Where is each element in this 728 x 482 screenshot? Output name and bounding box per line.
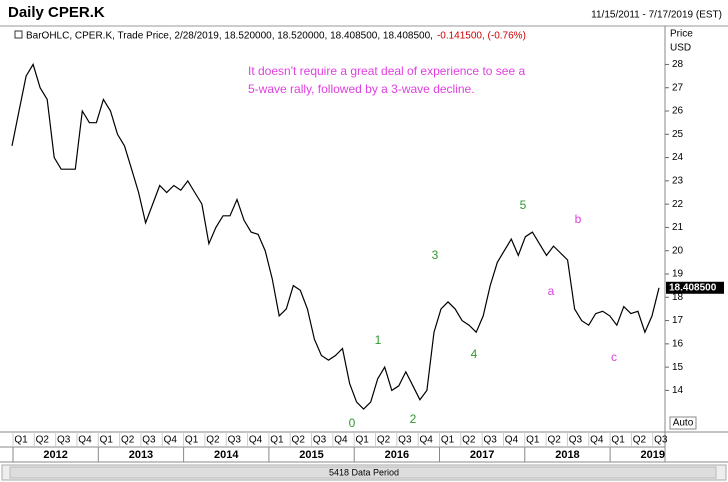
x-tick-label: Q2: [633, 435, 647, 446]
wave-labels: 0 1 2 3 4 5 a b c: [349, 198, 617, 430]
x-tick-label: Q1: [611, 435, 625, 446]
x-tick-label: Q3: [228, 435, 242, 446]
year-label: 2019: [641, 449, 665, 461]
chart-title: Daily CPER.K: [8, 4, 105, 21]
x-tick-label: Q2: [377, 435, 391, 446]
wave-label: 2: [410, 412, 417, 426]
wave-label: 3: [432, 248, 439, 262]
last-value-box: [666, 281, 724, 294]
y-tick-label: 21: [672, 222, 684, 233]
x-tick-label: Q1: [14, 435, 28, 446]
x-tick-label: Q2: [462, 435, 476, 446]
x-tick-label: Q4: [420, 435, 434, 446]
y-tick-label: 18: [672, 292, 684, 303]
price-line: [11, 62, 660, 410]
y-tick-label: 15: [672, 362, 684, 373]
x-tick-label: Q2: [547, 435, 561, 446]
year-label: 2017: [470, 449, 494, 461]
wave-label: 5: [520, 198, 527, 212]
x-tick-label: Q4: [164, 435, 178, 446]
auto-label[interactable]: Auto: [673, 418, 694, 429]
y-tick-label: 28: [672, 59, 684, 70]
x-tick-label: Q2: [36, 435, 50, 446]
x-tick-label: Q1: [526, 435, 540, 446]
legend-icon: [14, 30, 23, 39]
x-tick-label: Q1: [270, 435, 284, 446]
x-tick-label: Q3: [398, 435, 412, 446]
y-tick-label: 16: [672, 338, 684, 349]
y-tick-label: 17: [672, 315, 684, 326]
year-label: 2013: [129, 449, 153, 461]
year-label: 2018: [555, 449, 579, 461]
x-tick-label: Q3: [483, 435, 497, 446]
year-label: 2016: [385, 449, 409, 461]
wave-label: 1: [375, 333, 382, 347]
x-tick-label: Q3: [654, 435, 668, 446]
x-tick-label: Q4: [590, 435, 604, 446]
x-tick-label: Q2: [292, 435, 306, 446]
x-tick-label: Q1: [356, 435, 370, 446]
auto-button[interactable]: [669, 416, 697, 430]
y-tick-label: 26: [672, 106, 684, 117]
y-axis-label: Price: [670, 29, 693, 40]
y-tick-label: 25: [672, 129, 684, 140]
scroll-thumb[interactable]: [9, 466, 717, 479]
y-tick-label: 24: [672, 152, 684, 163]
legend-text: BarOHLC, CPER.K, Trade Price, 2/28/2019,…: [26, 31, 433, 42]
year-label: 2015: [299, 449, 323, 461]
x-tick-label: Q4: [249, 435, 263, 446]
legend-change: -0.141500, (-0.76%): [437, 31, 526, 42]
x-tick-label: Q1: [441, 435, 455, 446]
wave-label: c: [611, 350, 617, 364]
x-tick-label: Q2: [206, 435, 220, 446]
y-tick-label: 23: [672, 176, 684, 187]
year-label: 2014: [214, 449, 239, 461]
y-axis-label: USD: [670, 43, 691, 54]
wave-label: 0: [349, 416, 356, 430]
last-value-label: 18.408500: [669, 282, 717, 293]
y-tick-label: 27: [672, 82, 684, 93]
annotation: It doesn't require a great deal of exper…: [248, 64, 525, 78]
wave-label: 4: [471, 347, 478, 361]
x-tick-label: Q2: [121, 435, 135, 446]
year-label: 2012: [43, 449, 67, 461]
y-tick-label: 22: [672, 199, 684, 210]
wave-label: b: [575, 212, 582, 226]
wave-label: a: [548, 284, 555, 298]
y-tick-label: 19: [672, 269, 684, 280]
annotation: 5-wave rally, followed by a 3-wave decli…: [248, 82, 475, 96]
date-range: 11/15/2011 - 7/17/2019 (EST): [591, 10, 722, 21]
x-tick-label: Q4: [78, 435, 92, 446]
x-tick-label: Q1: [185, 435, 199, 446]
x-tick-label: Q3: [142, 435, 156, 446]
footer: 5418 Data Period: [329, 467, 399, 477]
y-tick-label: 14: [672, 385, 684, 396]
x-tick-label: Q4: [505, 435, 519, 446]
x-tick-label: Q3: [57, 435, 71, 446]
x-tick-label: Q4: [334, 435, 348, 446]
y-tick-label: 20: [672, 245, 684, 256]
x-tick-label: Q1: [100, 435, 114, 446]
x-tick-label: Q3: [569, 435, 583, 446]
x-tick-label: Q3: [313, 435, 327, 446]
